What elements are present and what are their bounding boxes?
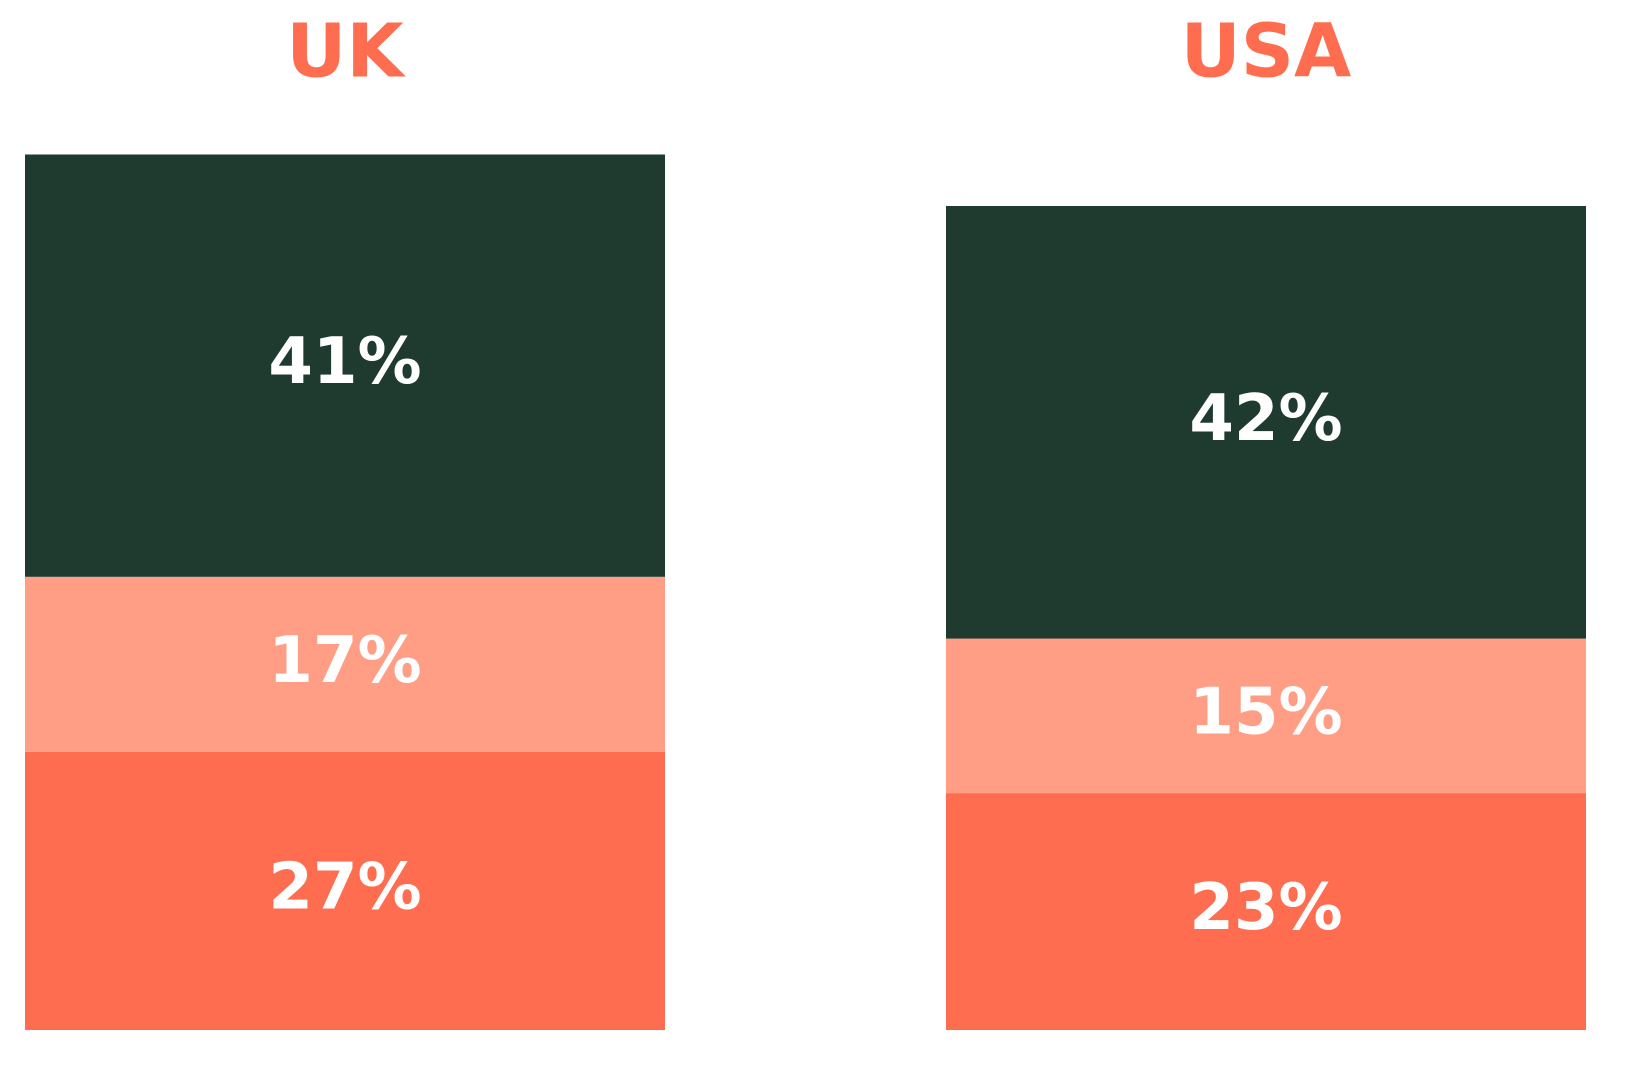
- value-label: 41%: [268, 325, 421, 399]
- value-label: 27%: [268, 851, 421, 925]
- category-label: USA: [1181, 9, 1352, 95]
- value-label: 15%: [1189, 675, 1342, 749]
- value-label: 17%: [268, 624, 421, 698]
- category-label: UK: [286, 9, 406, 95]
- bar-segment: [946, 793, 1586, 1030]
- bar-segment: [946, 638, 1586, 794]
- bar-segment: [25, 576, 665, 752]
- value-label: 42%: [1189, 382, 1342, 456]
- bar-segment: [25, 751, 665, 1030]
- bar-segment: [25, 154, 665, 577]
- value-label: 23%: [1189, 871, 1342, 945]
- bar-segment: [946, 206, 1586, 639]
